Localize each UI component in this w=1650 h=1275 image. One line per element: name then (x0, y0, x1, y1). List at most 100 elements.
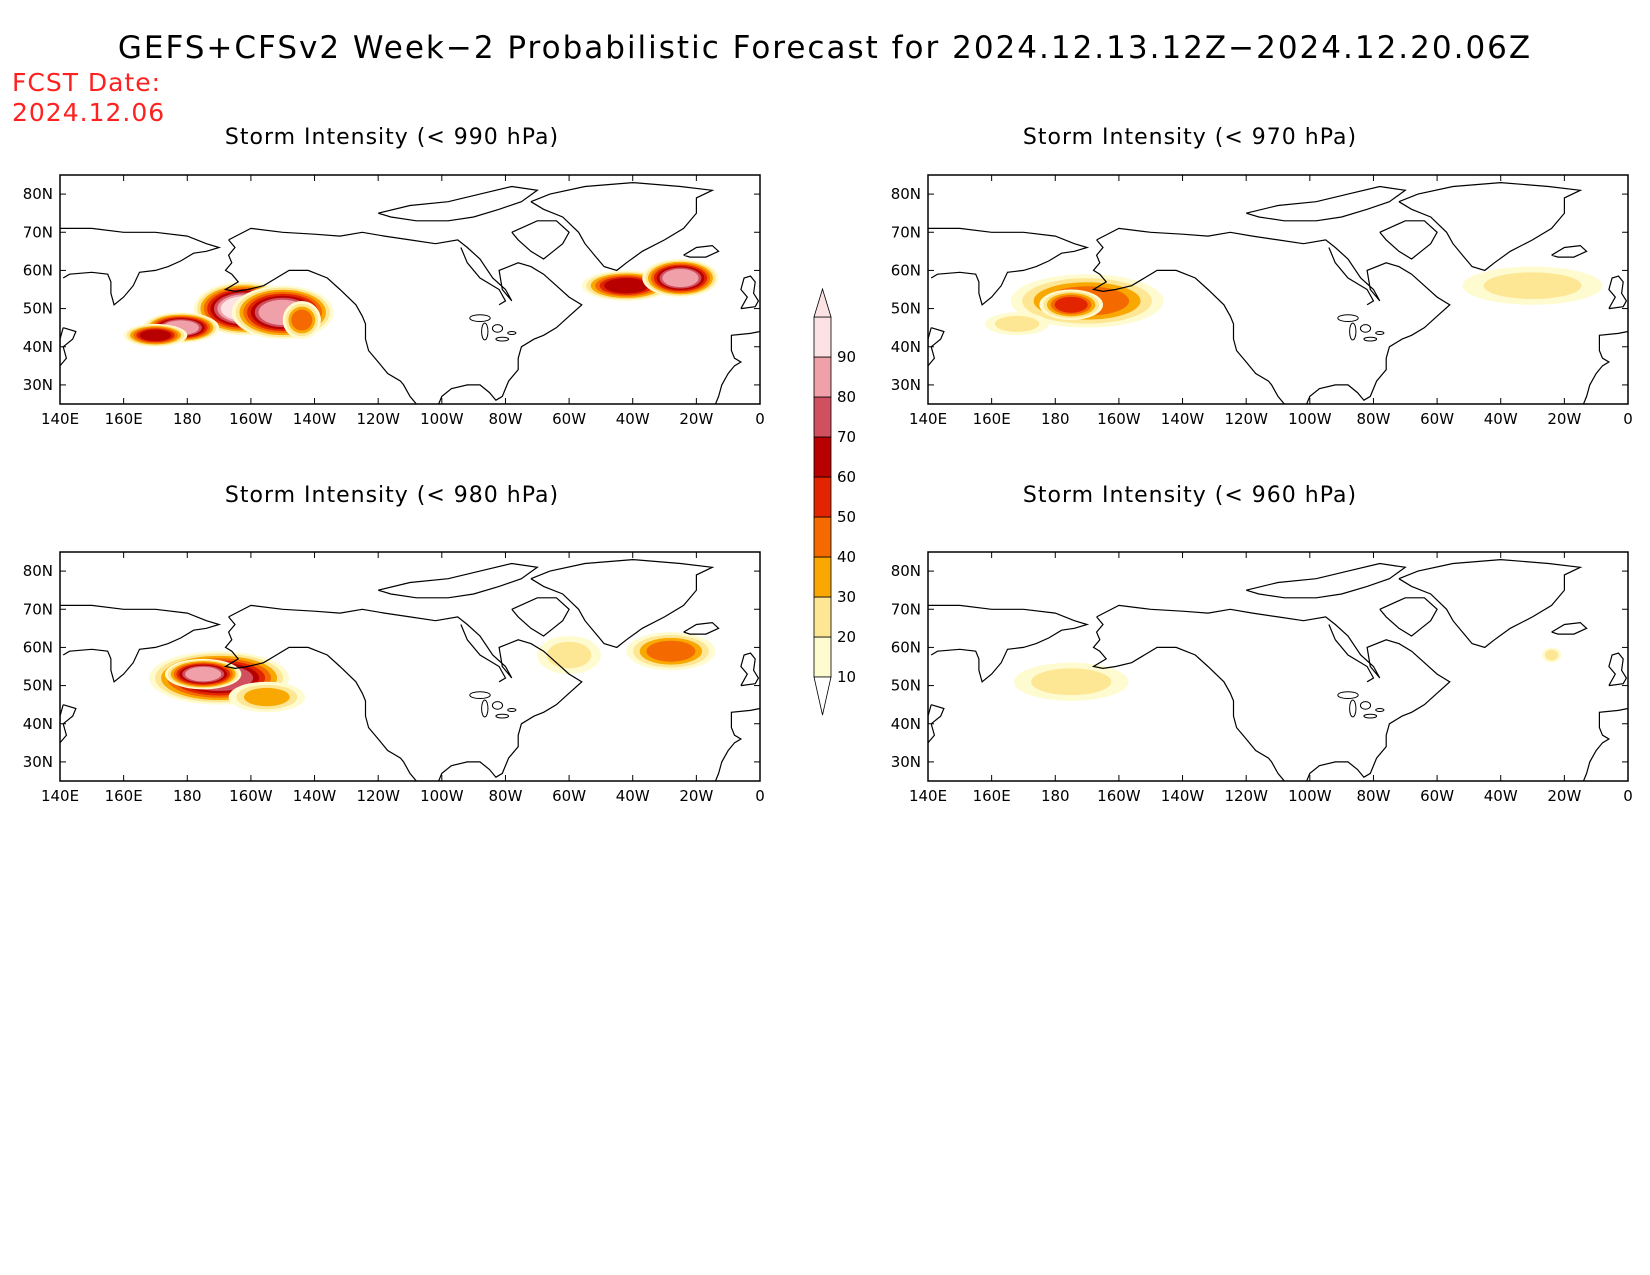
colorbar-bottom-arrow (813, 676, 832, 716)
japan-coastline (928, 327, 945, 367)
lat-label: 70N (891, 223, 921, 241)
probability-contour-20 (1544, 649, 1559, 661)
lon-label: 160W (229, 787, 273, 805)
lon-label: 140W (293, 410, 337, 428)
lon-label: 60W (1420, 787, 1454, 805)
lake-coastline (491, 701, 504, 710)
colorbar-segment-80 (813, 356, 832, 398)
probability-area-1 (1542, 647, 1562, 663)
map-frame (927, 551, 1629, 782)
colorbar-segment-30 (813, 556, 832, 598)
lake-coastline (481, 322, 489, 341)
map-area-3 (928, 552, 1628, 781)
arctic-islands-coastline (1246, 562, 1407, 599)
lake-coastline (1337, 691, 1359, 700)
probability-area-3 (537, 635, 601, 675)
lake-coastline (1363, 336, 1378, 342)
lon-label: 180 (173, 410, 202, 428)
lon-label: 80W (1356, 787, 1390, 805)
lon-label: 0 (755, 410, 765, 428)
lon-label: 140E (909, 410, 947, 428)
lake-coastline (481, 699, 489, 718)
lat-label: 50N (23, 677, 53, 695)
colorbar-label: 20 (837, 628, 856, 646)
lon-label: 160E (973, 410, 1011, 428)
probability-contour-20 (546, 641, 592, 669)
lon-label: 160E (973, 787, 1011, 805)
map-area-0 (60, 175, 760, 404)
colorbar-label: 30 (837, 588, 856, 606)
probability-contour-40 (291, 309, 313, 331)
iceland-coastline (683, 621, 720, 635)
lon-label: 20W (1547, 410, 1581, 428)
baffin-island-coastline (511, 220, 570, 260)
map-frame (927, 174, 1629, 405)
lon-label: 100W (420, 787, 464, 805)
lat-label: 80N (23, 185, 53, 203)
lake-coastline (1349, 322, 1357, 341)
lon-label: 160E (105, 787, 143, 805)
probability-contour-80 (662, 268, 699, 288)
map-area-1 (928, 175, 1628, 404)
lon-label: 0 (1623, 410, 1633, 428)
lake-coastline (1337, 314, 1359, 323)
lake-coastline (507, 707, 517, 713)
arctic-islands-coastline (378, 562, 539, 599)
lon-label: 40W (616, 410, 650, 428)
probability-area-6 (642, 258, 719, 298)
lon-label: 160W (1097, 787, 1141, 805)
japan-coastline (60, 327, 77, 367)
hudson-bay-coastline (460, 247, 507, 306)
lon-label: 140E (41, 787, 79, 805)
lon-label: 0 (1623, 787, 1633, 805)
lon-label: 180 (173, 787, 202, 805)
colorbar-segment-90 (813, 316, 832, 358)
map-frame (59, 551, 761, 782)
colorbar: 10 20 30 40 50 60 70 80 90 (813, 287, 856, 716)
lon-label: 120W (1224, 787, 1268, 805)
asia-coastline (928, 604, 1090, 683)
lon-label: 0 (755, 787, 765, 805)
lake-coastline (1359, 701, 1372, 710)
colorbar-segment-50 (813, 476, 832, 518)
probability-area-0 (1013, 662, 1129, 701)
panel-title-970: Storm Intensity (< 970 hPa) (1022, 125, 1358, 150)
probability-contour-20 (994, 315, 1040, 332)
lake-coastline (469, 314, 491, 323)
lon-label: 160E (105, 410, 143, 428)
lat-label: 80N (891, 562, 921, 580)
asia-coastline (928, 227, 1090, 306)
probability-area-1 (1039, 289, 1103, 321)
lon-label: 160W (229, 410, 273, 428)
lon-label: 180 (1041, 787, 1070, 805)
lake-coastline (1375, 330, 1385, 336)
north-america-coastline (223, 604, 583, 781)
greenland-coastline (530, 181, 715, 272)
lon-label: 140W (1161, 410, 1205, 428)
lon-label: 180 (1041, 410, 1070, 428)
lat-label: 70N (23, 223, 53, 241)
lat-label: 60N (23, 638, 53, 656)
colorbar-segment-20 (813, 596, 832, 638)
lat-label: 30N (891, 376, 921, 394)
north-america-coastline (1091, 604, 1451, 781)
europe-africa-coastline (714, 330, 760, 404)
lat-label: 70N (23, 600, 53, 618)
panel-title-980: Storm Intensity (< 980 hPa) (224, 483, 560, 508)
north-america-coastline (223, 227, 583, 404)
lon-label: 80W (488, 410, 522, 428)
lon-label: 140W (293, 787, 337, 805)
probability-area-2 (985, 312, 1049, 336)
british-isles-coastline (740, 275, 760, 310)
probability-contour-30 (243, 687, 290, 707)
lat-label: 30N (891, 753, 921, 771)
lon-label: 120W (1224, 410, 1268, 428)
lat-label: 40N (891, 715, 921, 733)
lake-coastline (491, 324, 504, 333)
lon-label: 120W (356, 787, 400, 805)
europe-africa-coastline (714, 707, 760, 781)
lon-label: 20W (679, 410, 713, 428)
north-america-coastline (1091, 227, 1451, 404)
colorbar-label: 70 (837, 428, 856, 446)
